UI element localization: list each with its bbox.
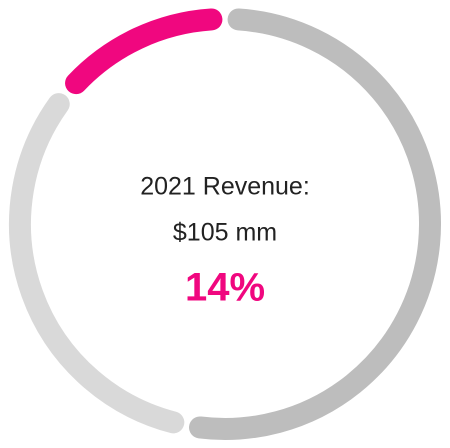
- donut-segment: [9, 93, 185, 434]
- chart-subtitle: $105 mm: [173, 219, 277, 247]
- value-label: 14%: [185, 266, 265, 310]
- chart-title: 2021 Revenue:: [140, 173, 310, 201]
- donut-segment: [65, 8, 223, 95]
- donut-segment: [189, 8, 441, 440]
